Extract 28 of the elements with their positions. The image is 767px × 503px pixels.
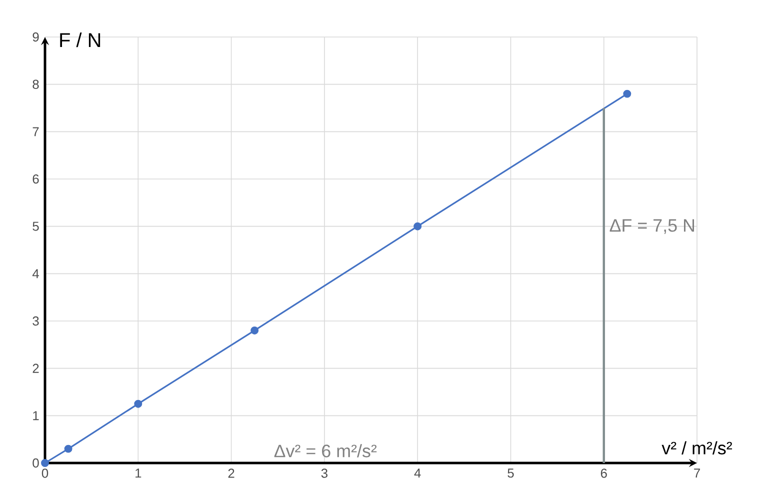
x-tick-label: 3 bbox=[321, 468, 328, 478]
y-tick-label: 1 bbox=[33, 411, 39, 420]
x-tick-label: 7 bbox=[694, 468, 700, 478]
point bbox=[623, 90, 632, 98]
y-tick-label: 4 bbox=[32, 269, 39, 278]
y-tick-label: 8 bbox=[32, 80, 39, 89]
x-tick-label: 5 bbox=[508, 468, 514, 478]
y-tick-label: 7 bbox=[32, 127, 39, 136]
x-axis-title: v² / m²/s² bbox=[662, 441, 732, 454]
x-tick-label: 0 bbox=[42, 468, 48, 478]
y-tick-label: 3 bbox=[32, 316, 39, 326]
x-tick-label: 1 bbox=[136, 468, 142, 478]
annotation: ΔF = 7,5 N bbox=[610, 219, 694, 234]
y-tick-label: 6 bbox=[32, 174, 39, 184]
point bbox=[134, 400, 142, 408]
x-tick-label: 2 bbox=[228, 468, 234, 478]
y-tick-label: 9 bbox=[32, 32, 39, 42]
point bbox=[64, 444, 72, 453]
y-axis-title: F / N bbox=[60, 32, 100, 48]
point bbox=[41, 459, 49, 467]
point bbox=[414, 222, 422, 230]
annotation: Δv² = 6 m²/s² bbox=[274, 444, 377, 458]
point bbox=[250, 326, 259, 334]
y-tick-label: 2 bbox=[32, 364, 39, 373]
y-tick-label: 0 bbox=[32, 458, 39, 468]
x-tick-label: 6 bbox=[600, 468, 607, 478]
x-tick-label: 4 bbox=[414, 468, 421, 478]
y-tick-label: 5 bbox=[32, 222, 39, 231]
